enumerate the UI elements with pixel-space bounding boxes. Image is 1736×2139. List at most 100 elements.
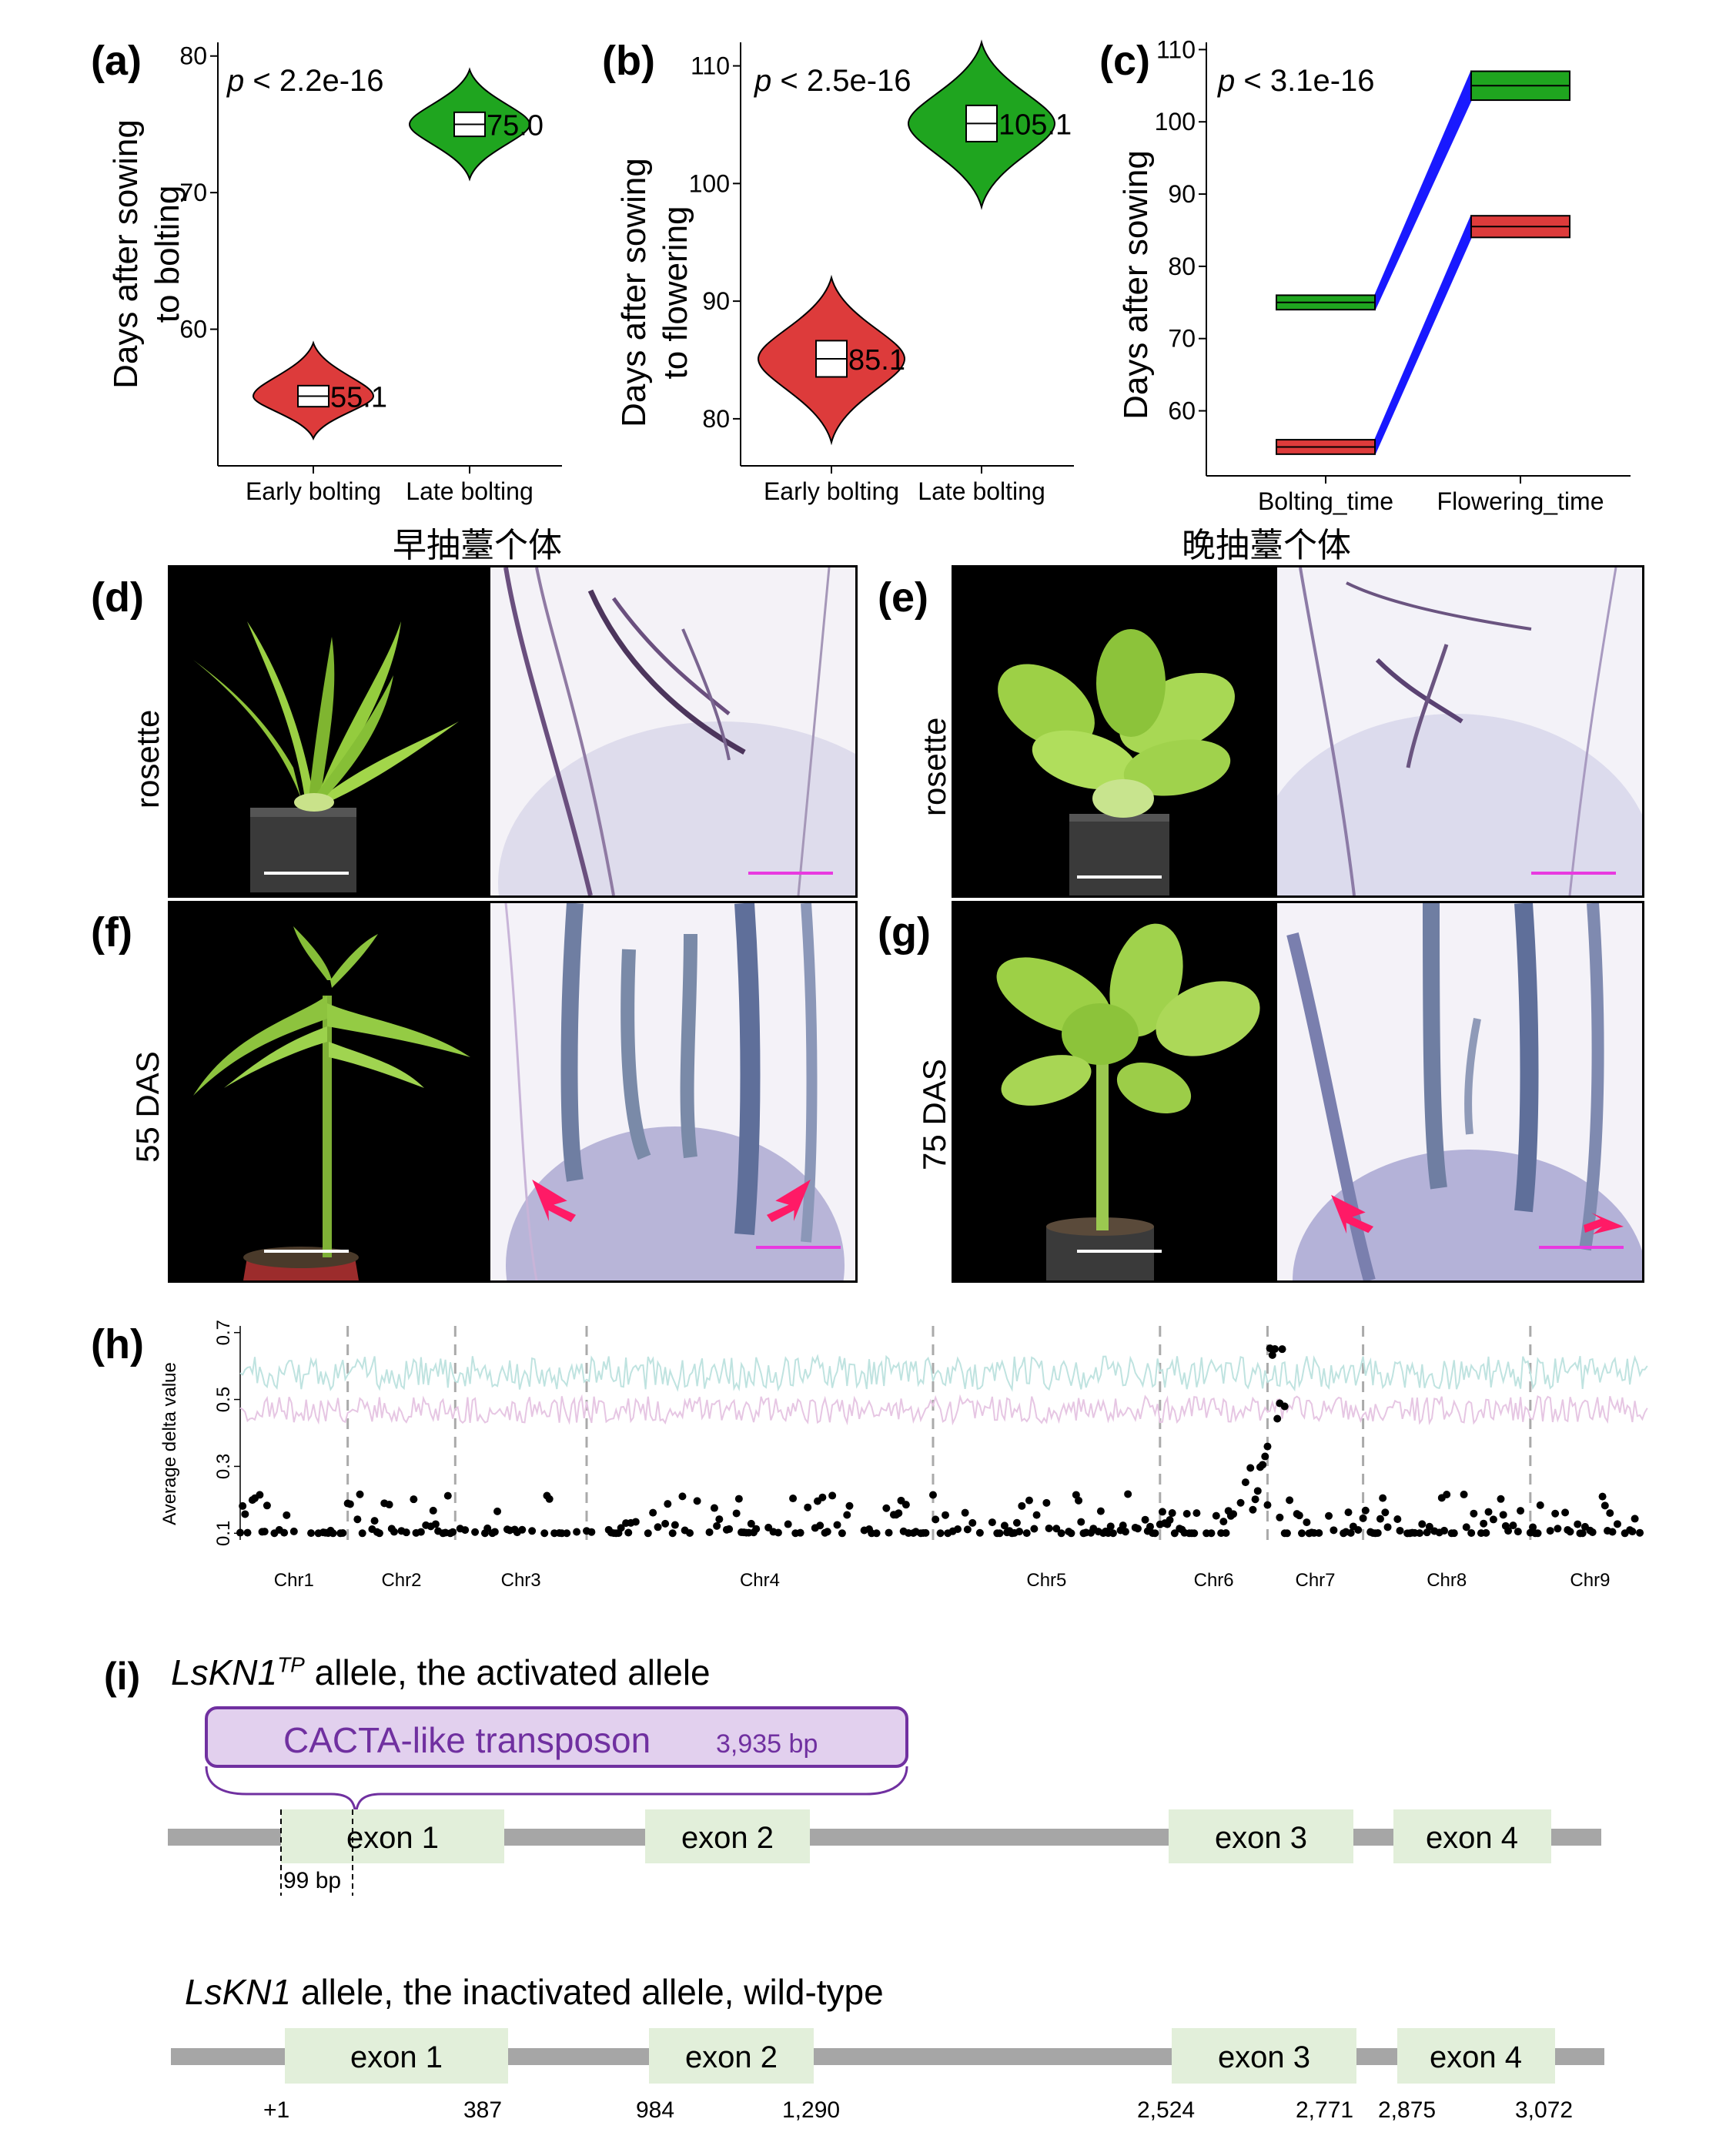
chart-h-point (1554, 1525, 1562, 1533)
chart-h-point (1613, 1520, 1621, 1528)
chart-c-pvalue: p < 3.1e-16 (1217, 64, 1375, 98)
chart-h-point (975, 1528, 984, 1537)
chart-b-ylabel-line1: Days after sowing (615, 158, 653, 427)
chart-c-ytick-label: 70 (1168, 325, 1196, 353)
chart-h-point (329, 1529, 337, 1538)
panel-label-i: (i) (104, 1655, 141, 1698)
chart-c-ytick-label: 90 (1168, 180, 1196, 208)
chart-h-point (1133, 1525, 1142, 1533)
exon3-label-1: exon 3 (1215, 1821, 1307, 1855)
chart-h-point (661, 1519, 670, 1528)
chart-h-point (678, 1492, 687, 1501)
chart-b-xtick-label: Early bolting (764, 477, 899, 505)
chart-h-point (1141, 1515, 1149, 1524)
chart-h-point (1109, 1529, 1117, 1538)
chart-h-point (402, 1528, 410, 1537)
exon2-box-1 (645, 1809, 810, 1863)
chart-h-point (1261, 1452, 1269, 1461)
chart-c-ytick-label: 80 (1168, 253, 1196, 280)
chart-h-point (573, 1528, 581, 1536)
gene-diagram-allele2: exon 1 exon 2 exon 3 exon 4 +1 387 984 1… (171, 2028, 1604, 2123)
exon2-label-1: exon 2 (681, 1821, 774, 1855)
chart-h-point (518, 1525, 527, 1534)
exon1-box-2 (285, 2028, 508, 2084)
chart-h-point (1124, 1490, 1132, 1498)
panel-label-g: (g) (878, 909, 931, 956)
chart-h-chr-label: Chr2 (381, 1570, 421, 1591)
chart-h-point (1045, 1524, 1053, 1532)
plant-photo-f (170, 903, 490, 1280)
chart-h-ytick-label: 0.1 (213, 1521, 234, 1546)
chart-h-point (1344, 1508, 1353, 1517)
chart-h-point (963, 1525, 972, 1534)
chart-h-point (1636, 1528, 1644, 1537)
chart-h-point (1190, 1529, 1199, 1538)
chart-h-point (1166, 1516, 1174, 1525)
chart-h-point (1219, 1518, 1228, 1526)
chart-h-point (390, 1528, 398, 1536)
chart-h-point (1499, 1511, 1507, 1519)
chart-h-point (307, 1529, 316, 1538)
chart-h-point (353, 1515, 362, 1524)
coord-1290: 1,290 (782, 2097, 840, 2123)
chart-h-point (1418, 1520, 1427, 1528)
chart-h-point (1241, 1478, 1249, 1487)
chart-h-point (1381, 1508, 1390, 1517)
chart-h-point (443, 1491, 452, 1500)
chart-h-peak-point (1268, 1351, 1276, 1359)
chart-h-point (1222, 1528, 1230, 1537)
chart-h-point (961, 1508, 969, 1517)
exon2-box-2 (649, 2028, 814, 2084)
chart-h-point (493, 1507, 502, 1515)
chart-h-point (1207, 1529, 1216, 1538)
chart-h-point (385, 1501, 393, 1509)
panel-label-c: (c) (1099, 38, 1150, 84)
chart-h-point (624, 1528, 633, 1537)
panel-label-f: (f) (91, 909, 132, 956)
row-label-rosette-e: rosette (916, 717, 952, 816)
chart-h-point (1480, 1519, 1488, 1528)
chart-h-point (1057, 1529, 1065, 1538)
chart-h-point (1574, 1520, 1582, 1528)
chart-b-ylabel-line2: to flowering (657, 206, 694, 379)
plant-bolting-late-icon (996, 923, 1260, 1280)
chart-b-ytick-label: 80 (702, 405, 730, 433)
chart-h-point (1497, 1495, 1505, 1503)
chart-h-point (239, 1501, 247, 1510)
chart-b-xtick-label: Late bolting (918, 477, 1045, 505)
chart-h-point (818, 1493, 827, 1501)
chart-h-point (922, 1528, 930, 1537)
chart-h-point (1298, 1529, 1306, 1538)
chart-h-point (804, 1503, 812, 1511)
chart-c-ytick-label: 100 (1155, 108, 1196, 136)
chart-h-point (816, 1521, 825, 1530)
chart-h-peak-point (1273, 1414, 1282, 1423)
photo-panel-g (952, 901, 1644, 1283)
row-label-55das: 55 DAS (129, 1051, 166, 1163)
chart-c-ytick-label: 110 (1156, 35, 1196, 63)
chart-h-ytick-label: 0.7 (213, 1320, 234, 1345)
plant-photo-d (170, 567, 490, 895)
chart-h-point (705, 1528, 714, 1536)
micrograph-d (490, 567, 855, 895)
panel-label-e: (e) (878, 574, 928, 621)
chart-h-point (283, 1511, 291, 1519)
chart-a-ytick-label: 60 (179, 316, 207, 343)
coord-1: +1 (263, 2097, 289, 2123)
chart-h-point (784, 1520, 792, 1528)
chart-h-point (1379, 1494, 1387, 1502)
title-late-bolting: 晚抽薹个体 (1182, 526, 1351, 565)
chart-h-point (1229, 1510, 1238, 1518)
chart-h-point (1283, 1529, 1291, 1538)
chart-h-peak-point (1278, 1345, 1286, 1354)
chart-h-point (1608, 1528, 1617, 1536)
chart-h-point (1106, 1522, 1115, 1531)
chart-h-point (1052, 1525, 1061, 1533)
transposon-label: CACTA-like transposon (283, 1720, 651, 1760)
chart-h-point (654, 1523, 662, 1531)
chart-h-point (449, 1528, 457, 1536)
chart-h-point (942, 1511, 950, 1519)
transposon-size: 3,935 bp (716, 1729, 818, 1759)
coord-984: 984 (636, 2097, 674, 2123)
chart-h-point (1443, 1491, 1451, 1499)
